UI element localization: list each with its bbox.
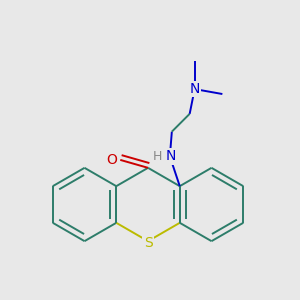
Text: S: S <box>144 236 152 250</box>
Text: N: N <box>189 82 200 96</box>
Text: N: N <box>166 149 176 164</box>
Text: H: H <box>152 150 162 163</box>
Text: O: O <box>106 153 117 167</box>
